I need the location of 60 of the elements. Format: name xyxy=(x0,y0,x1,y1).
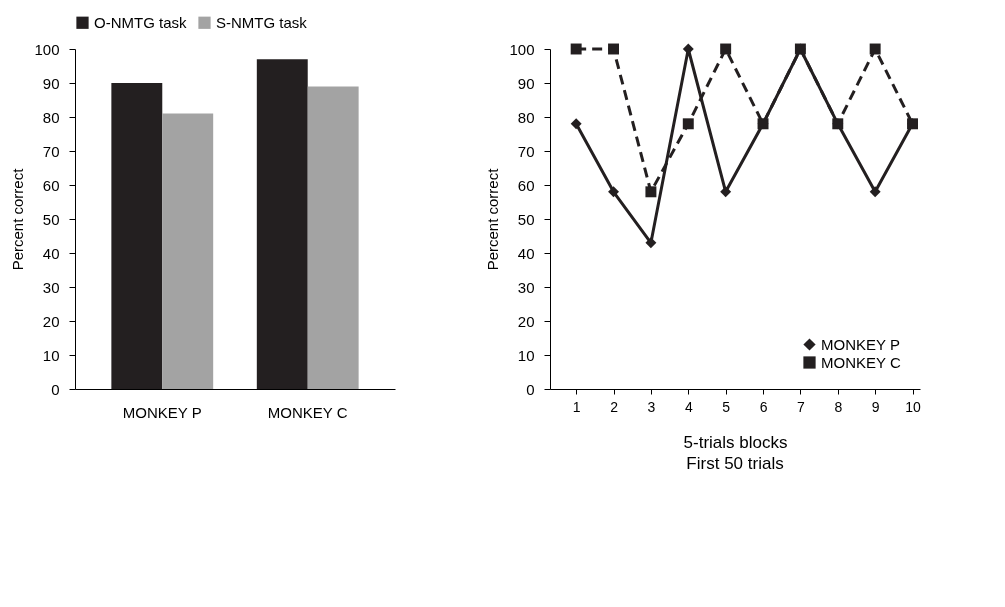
y-tick-label: 20 xyxy=(517,312,535,330)
point xyxy=(907,118,918,130)
y-axis-title: Percent correct xyxy=(9,167,27,271)
point xyxy=(757,118,769,130)
legend-label: O-NMTG task xyxy=(94,13,187,31)
x-tick-label: 10 xyxy=(905,398,922,415)
y-tick-label: 60 xyxy=(517,176,535,194)
x-tick-label: 9 xyxy=(871,398,880,415)
y-tick-label: 30 xyxy=(42,278,60,296)
y-tick-label: 40 xyxy=(517,244,535,262)
point xyxy=(869,43,881,55)
x-tick-label: 5 xyxy=(722,398,731,415)
point xyxy=(720,43,732,55)
point xyxy=(645,186,657,198)
bar xyxy=(256,59,308,389)
bar xyxy=(111,83,163,389)
y-tick-label: 100 xyxy=(34,40,60,58)
point xyxy=(570,118,582,130)
y-tick-label: 60 xyxy=(42,176,60,194)
x-tick-label: 6 xyxy=(759,398,768,415)
point xyxy=(645,237,657,249)
y-tick-label: 50 xyxy=(42,210,60,228)
y-axis-title: Percent correct xyxy=(484,167,502,271)
y-tick-label: 20 xyxy=(42,312,60,330)
point xyxy=(682,118,694,130)
x-tick-label: 8 xyxy=(834,398,843,415)
y-tick-label: 90 xyxy=(42,74,60,92)
legend-label: S-NMTG task xyxy=(216,13,308,31)
legend-label: MONKEY C xyxy=(821,353,901,371)
y-tick-label: 70 xyxy=(517,142,535,160)
point xyxy=(720,186,732,198)
y-tick-label: 100 xyxy=(509,40,535,58)
text: First 50 trials xyxy=(686,454,784,473)
x-tick-label: MONKEY P xyxy=(122,403,202,421)
legend-label: MONKEY P xyxy=(821,335,900,353)
y-tick-label: 80 xyxy=(42,108,60,126)
x-tick-label: 7 xyxy=(797,398,806,415)
point xyxy=(608,186,620,198)
bar xyxy=(307,86,359,389)
y-tick-label: 0 xyxy=(526,380,535,398)
x-tick-label: 1 xyxy=(572,398,581,415)
bar xyxy=(162,113,214,389)
y-tick-label: 90 xyxy=(517,74,535,92)
y-tick-label: 10 xyxy=(42,346,60,364)
x-tick-label: 2 xyxy=(610,398,619,415)
y-tick-label: 30 xyxy=(517,278,535,296)
x-tick-label: MONKEY C xyxy=(267,403,348,421)
x-axis-title: 5-trials blocks xyxy=(683,432,788,452)
point xyxy=(608,43,620,55)
y-tick-label: 0 xyxy=(51,380,60,398)
point xyxy=(869,186,881,198)
point xyxy=(570,43,582,55)
y-tick-label: 40 xyxy=(42,244,60,262)
y-tick-label: 50 xyxy=(517,210,535,228)
y-tick-label: 10 xyxy=(517,346,535,364)
point xyxy=(794,43,806,55)
x-tick-label: 3 xyxy=(647,398,656,415)
y-tick-label: 80 xyxy=(517,108,535,126)
y-tick-label: 70 xyxy=(42,142,60,160)
x-tick-label: 4 xyxy=(684,398,693,415)
